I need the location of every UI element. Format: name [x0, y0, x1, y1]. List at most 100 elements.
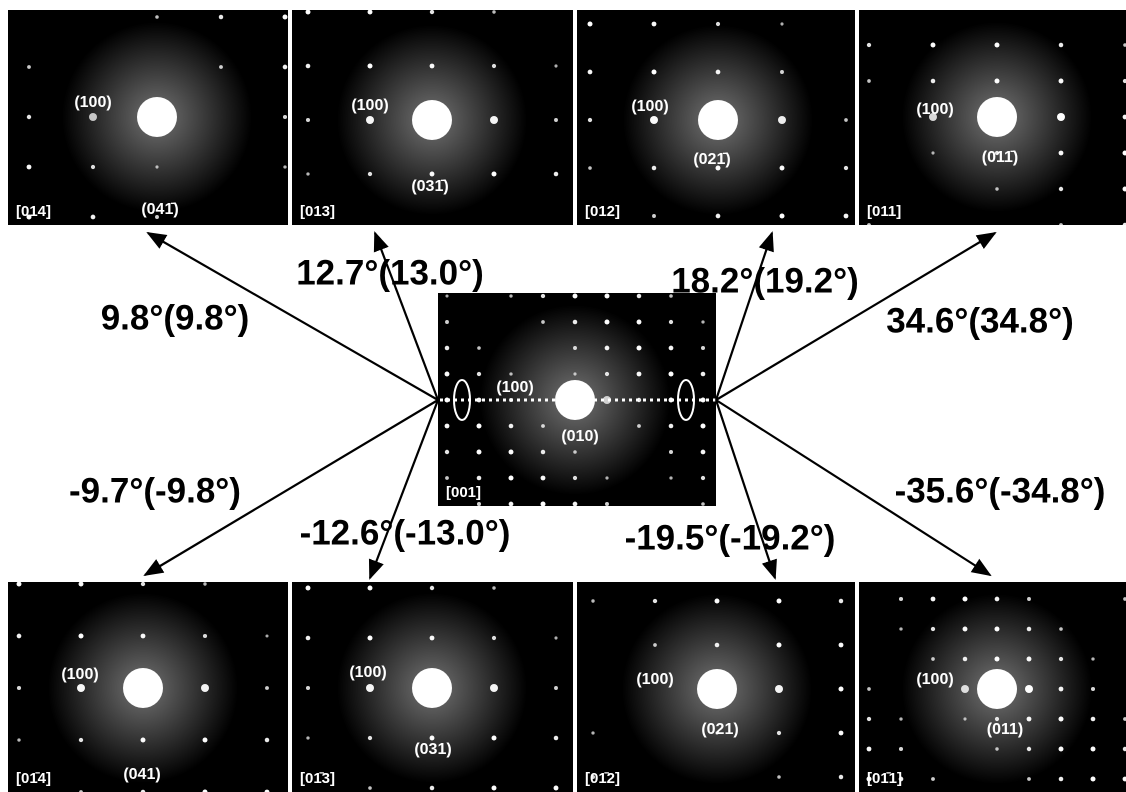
spot [605, 476, 608, 479]
spot [839, 775, 843, 779]
spot [588, 118, 592, 122]
spot [141, 582, 145, 586]
spot [867, 687, 871, 691]
spot [669, 424, 674, 429]
spot [1057, 113, 1065, 121]
spot [1027, 777, 1031, 781]
spot [1059, 43, 1064, 48]
spot [652, 22, 657, 27]
diffraction-panel: [012](100)(021̄) [577, 10, 855, 225]
spot [445, 372, 450, 377]
spot [777, 731, 781, 735]
spot [17, 582, 22, 587]
spot [652, 166, 657, 171]
spot [1027, 747, 1031, 751]
spot [492, 172, 497, 177]
spot [91, 215, 96, 220]
spot [931, 627, 935, 631]
spot [554, 64, 557, 67]
angle-label: 12.7°(13.0°) [296, 253, 484, 292]
spot [203, 738, 208, 743]
spot [541, 450, 545, 454]
spot [588, 22, 593, 27]
spot [306, 586, 311, 591]
spot [1059, 223, 1063, 227]
spot [780, 22, 783, 25]
spot [492, 586, 495, 589]
spot [963, 717, 966, 720]
spot [701, 476, 705, 480]
pattern [859, 10, 1126, 227]
spot [27, 65, 31, 69]
spot [91, 165, 95, 169]
spot [963, 597, 968, 602]
spot [637, 424, 641, 428]
arrow [716, 233, 772, 400]
spot [1091, 747, 1096, 752]
angle-label: 18.2°(19.2°) [671, 261, 859, 300]
spot [283, 165, 286, 168]
spot [541, 294, 545, 298]
zone-axis: [012] [585, 203, 620, 220]
pattern [859, 582, 1126, 792]
spot [995, 597, 1000, 602]
spot [17, 738, 20, 741]
spot [701, 502, 705, 506]
spot [141, 634, 146, 639]
spot [995, 43, 1000, 48]
spot [306, 636, 311, 641]
spot [477, 502, 481, 506]
spot [265, 634, 268, 637]
spot [368, 736, 372, 740]
spot [306, 686, 310, 690]
spot [839, 731, 844, 736]
spot [1059, 627, 1063, 631]
spot [716, 214, 721, 219]
spot [777, 599, 782, 604]
spot [573, 502, 578, 507]
spot [701, 450, 706, 455]
spot [79, 634, 84, 639]
spot [27, 165, 32, 170]
spot-label: (011̄) [982, 149, 1018, 166]
spot [430, 786, 435, 791]
spot [701, 372, 706, 377]
spot [573, 346, 577, 350]
spot [554, 118, 558, 122]
spot [368, 786, 372, 790]
spot [899, 747, 903, 751]
spot [716, 22, 720, 26]
spot [777, 775, 781, 779]
spot [1059, 187, 1063, 191]
spot [366, 684, 374, 692]
spot [1027, 657, 1032, 662]
spot [509, 476, 514, 481]
spot [867, 747, 872, 752]
spot [265, 738, 269, 742]
zone-axis: [013] [300, 203, 335, 220]
spot [701, 320, 704, 323]
spot [219, 15, 223, 19]
spot [368, 64, 373, 69]
spot [1059, 687, 1064, 692]
spot [366, 116, 374, 124]
spot [492, 786, 497, 791]
spot [445, 450, 449, 454]
spot [653, 643, 657, 647]
spot [931, 657, 935, 661]
spot [867, 79, 871, 83]
figure: [014](100)(041̄)[013](100)(031̄)[012](10… [0, 0, 1126, 792]
spot [430, 64, 435, 69]
spot [79, 738, 83, 742]
spot [844, 118, 848, 122]
spot [605, 502, 609, 506]
spot [1059, 777, 1064, 782]
spot [430, 636, 435, 641]
diffraction-panel: [013](100)(031̄) [292, 10, 573, 225]
spot [541, 424, 545, 428]
spot [430, 586, 434, 590]
spot [445, 294, 448, 297]
spot [1059, 717, 1064, 722]
spot [283, 15, 288, 20]
spot [573, 294, 578, 299]
